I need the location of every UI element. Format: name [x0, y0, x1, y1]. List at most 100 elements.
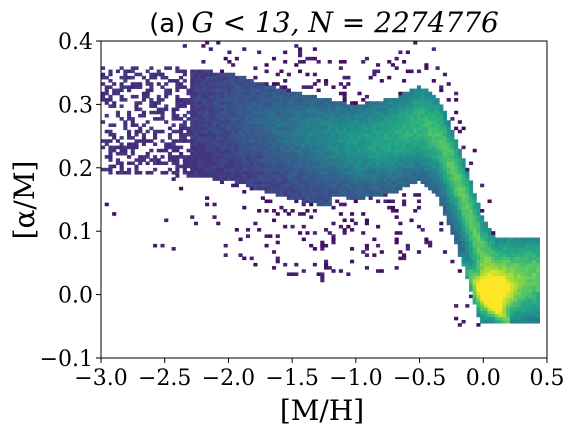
heatmap-cell: [149, 75, 154, 80]
heatmap-cell: [153, 132, 158, 137]
heatmap-cell: [398, 170, 403, 175]
heatmap-cell: [208, 155, 213, 159]
heatmap-cell: [279, 126, 284, 131]
heatmap-cell: [301, 189, 306, 194]
heatmap-cell: [409, 180, 414, 185]
heatmap-cell: [520, 269, 526, 273]
heatmap-cell: [290, 107, 295, 112]
heatmap-cell: [468, 186, 474, 191]
heatmap-cell: [171, 170, 176, 175]
heatmap-cell: [431, 158, 436, 162]
heatmap-cell: [231, 123, 236, 127]
heatmap-cell: [342, 123, 347, 127]
heatmap-cell: [219, 155, 225, 159]
heatmap-cell: [301, 186, 306, 191]
heatmap-cell: [457, 161, 462, 166]
heatmap-cell: [491, 294, 496, 299]
heatmap-cell: [372, 145, 377, 150]
heatmap-cell: [364, 132, 369, 137]
heatmap-cell: [483, 221, 488, 226]
heatmap-cell: [483, 316, 488, 321]
heatmap-cell: [446, 126, 451, 131]
heatmap-cell: [439, 196, 444, 200]
heatmap-cell: [290, 170, 295, 175]
heatmap-cell: [498, 262, 503, 267]
heatmap-cell: [446, 221, 451, 226]
heatmap-cell: [454, 91, 459, 96]
heatmap-cell: [223, 158, 228, 162]
heatmap-cell: [324, 148, 329, 153]
heatmap-cell: [238, 145, 243, 150]
heatmap-cell: [324, 189, 329, 194]
heatmap-cell: [271, 148, 277, 153]
heatmap-cell: [364, 139, 369, 143]
heatmap-cell: [379, 167, 384, 172]
heatmap-cell: [260, 139, 265, 143]
heatmap-cell: [413, 126, 418, 131]
heatmap-cell: [324, 79, 329, 83]
heatmap-cell: [353, 123, 358, 127]
heatmap-cell: [439, 202, 444, 207]
heatmap-cell: [394, 164, 399, 169]
heatmap-cell: [350, 145, 355, 150]
heatmap-cell: [476, 221, 481, 226]
heatmap-cell: [476, 202, 481, 207]
heatmap-cell: [350, 259, 355, 264]
heatmap-cell: [361, 193, 366, 197]
heatmap-cell: [528, 237, 533, 242]
heatmap-cell: [190, 139, 195, 143]
heatmap-cell: [294, 126, 299, 131]
heatmap-cell: [216, 75, 221, 80]
heatmap-cell: [257, 167, 262, 172]
heatmap-cell: [346, 142, 351, 147]
heatmap-cell: [480, 278, 485, 283]
heatmap-cell: [442, 177, 448, 181]
heatmap-cell: [442, 155, 448, 159]
heatmap-cell: [472, 300, 477, 305]
heatmap-cell: [212, 177, 217, 181]
heatmap-cell: [472, 278, 477, 283]
heatmap-cell: [201, 75, 206, 80]
heatmap-cell: [461, 259, 466, 264]
heatmap-cell: [171, 107, 176, 112]
heatmap-cell: [420, 180, 425, 185]
heatmap-cell: [242, 205, 247, 210]
heatmap-cell: [435, 151, 440, 156]
heatmap-cell: [476, 240, 481, 245]
heatmap-cell: [127, 142, 132, 147]
heatmap-cell: [245, 88, 251, 93]
heatmap-cell: [271, 132, 277, 137]
heatmap-cell: [186, 170, 191, 175]
heatmap-cell: [223, 98, 228, 102]
heatmap-cell: [487, 291, 492, 295]
heatmap-cell: [376, 104, 381, 108]
heatmap-cell: [138, 129, 143, 134]
heatmap-cell: [238, 126, 243, 131]
heatmap-cell: [130, 145, 135, 150]
heatmap-cell: [364, 148, 369, 153]
heatmap-cell: [327, 155, 332, 159]
heatmap-cell: [305, 196, 310, 200]
heatmap-cell: [242, 167, 247, 172]
heatmap-cell: [153, 155, 158, 159]
heatmap-cell: [461, 193, 466, 197]
heatmap-cell: [327, 158, 332, 162]
heatmap-cell: [294, 167, 299, 172]
heatmap-cell: [342, 136, 347, 140]
heatmap-cell: [364, 94, 369, 99]
heatmap-cell: [283, 164, 288, 169]
heatmap-cell: [253, 161, 258, 166]
heatmap-cell: [398, 256, 403, 261]
heatmap-cell: [320, 101, 325, 105]
heatmap-cell: [305, 101, 310, 105]
heatmap-cell: [238, 136, 243, 140]
heatmap-cell: [480, 288, 485, 292]
heatmap-cell: [312, 72, 317, 77]
heatmap-cell: [197, 136, 202, 140]
heatmap-cell: [160, 155, 165, 159]
heatmap-cell: [190, 91, 195, 96]
heatmap-cell: [327, 231, 332, 235]
heatmap-cell: [286, 151, 291, 156]
heatmap-cell: [446, 132, 451, 137]
heatmap-cell: [238, 104, 243, 108]
